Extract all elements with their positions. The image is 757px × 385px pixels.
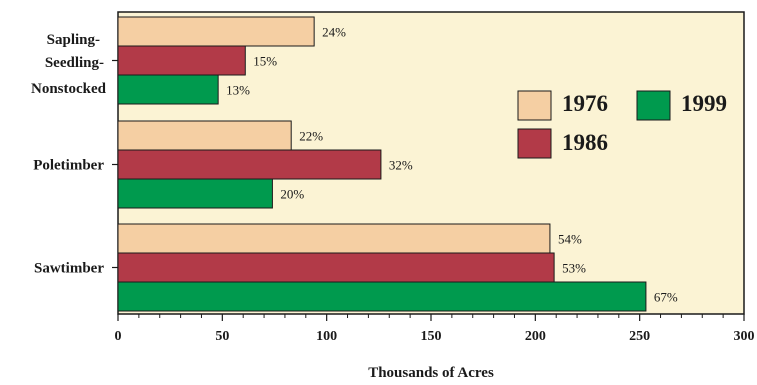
data-label-1999-2: 67%	[654, 290, 678, 305]
x-axis-title: Thousands of Acres	[368, 365, 494, 381]
axes-group: 0 50 100 150 200 250 300 Thousands of Acres Sapl…	[31, 32, 755, 381]
data-label-1976-0: 24%	[322, 25, 346, 40]
data-label-1976-1: 22%	[299, 129, 323, 144]
x-tick-label: 0	[115, 329, 122, 344]
bar-1999-1	[117, 178, 273, 209]
bar-1976-0	[117, 16, 315, 47]
bar-1976-1	[117, 120, 292, 151]
legend-label-1986: 1986	[562, 130, 608, 155]
x-tick-label: 100	[316, 329, 337, 344]
category-label-sapling-line-1: Seedling-	[45, 55, 104, 71]
x-tick-label: 150	[421, 329, 442, 344]
category-label-2: Sawtimber	[34, 261, 104, 277]
legend-swatch-1976	[517, 90, 552, 121]
legend-swatch-1999	[636, 90, 671, 121]
category-label-sapling-line-0: Sapling-	[47, 32, 100, 48]
bar-1999-0	[117, 74, 219, 105]
bar-1986-0	[117, 45, 246, 76]
category-label-sapling-line-2: Nonstocked	[31, 81, 107, 97]
data-label-1999-1: 20%	[280, 187, 304, 202]
bar-1999-2	[117, 281, 647, 312]
x-tick-label: 300	[734, 329, 755, 344]
category-label-1: Poletimber	[33, 158, 104, 174]
bar-1986-1	[117, 149, 382, 180]
legend-swatch-1986	[517, 128, 552, 159]
data-label-1986-2: 53%	[562, 261, 586, 276]
data-label-1986-1: 32%	[389, 158, 413, 173]
legend-label-1976: 1976	[562, 91, 608, 116]
bar-1986-2	[117, 252, 555, 283]
x-tick-label: 50	[215, 329, 229, 344]
legend-label-1999: 1999	[681, 91, 727, 116]
bar-1976-2	[117, 223, 551, 254]
data-label-1986-0: 15%	[253, 54, 277, 69]
legend: 1976 1986 1999	[517, 90, 727, 159]
bars-group: 24% 15%13% 22% 32% 20% 54% 53% 67%	[117, 16, 678, 312]
data-label-1976-2: 54%	[558, 232, 582, 247]
x-tick-label: 250	[629, 329, 650, 344]
data-label-1999-0: 13%	[226, 83, 250, 98]
x-tick-label: 200	[525, 329, 546, 344]
